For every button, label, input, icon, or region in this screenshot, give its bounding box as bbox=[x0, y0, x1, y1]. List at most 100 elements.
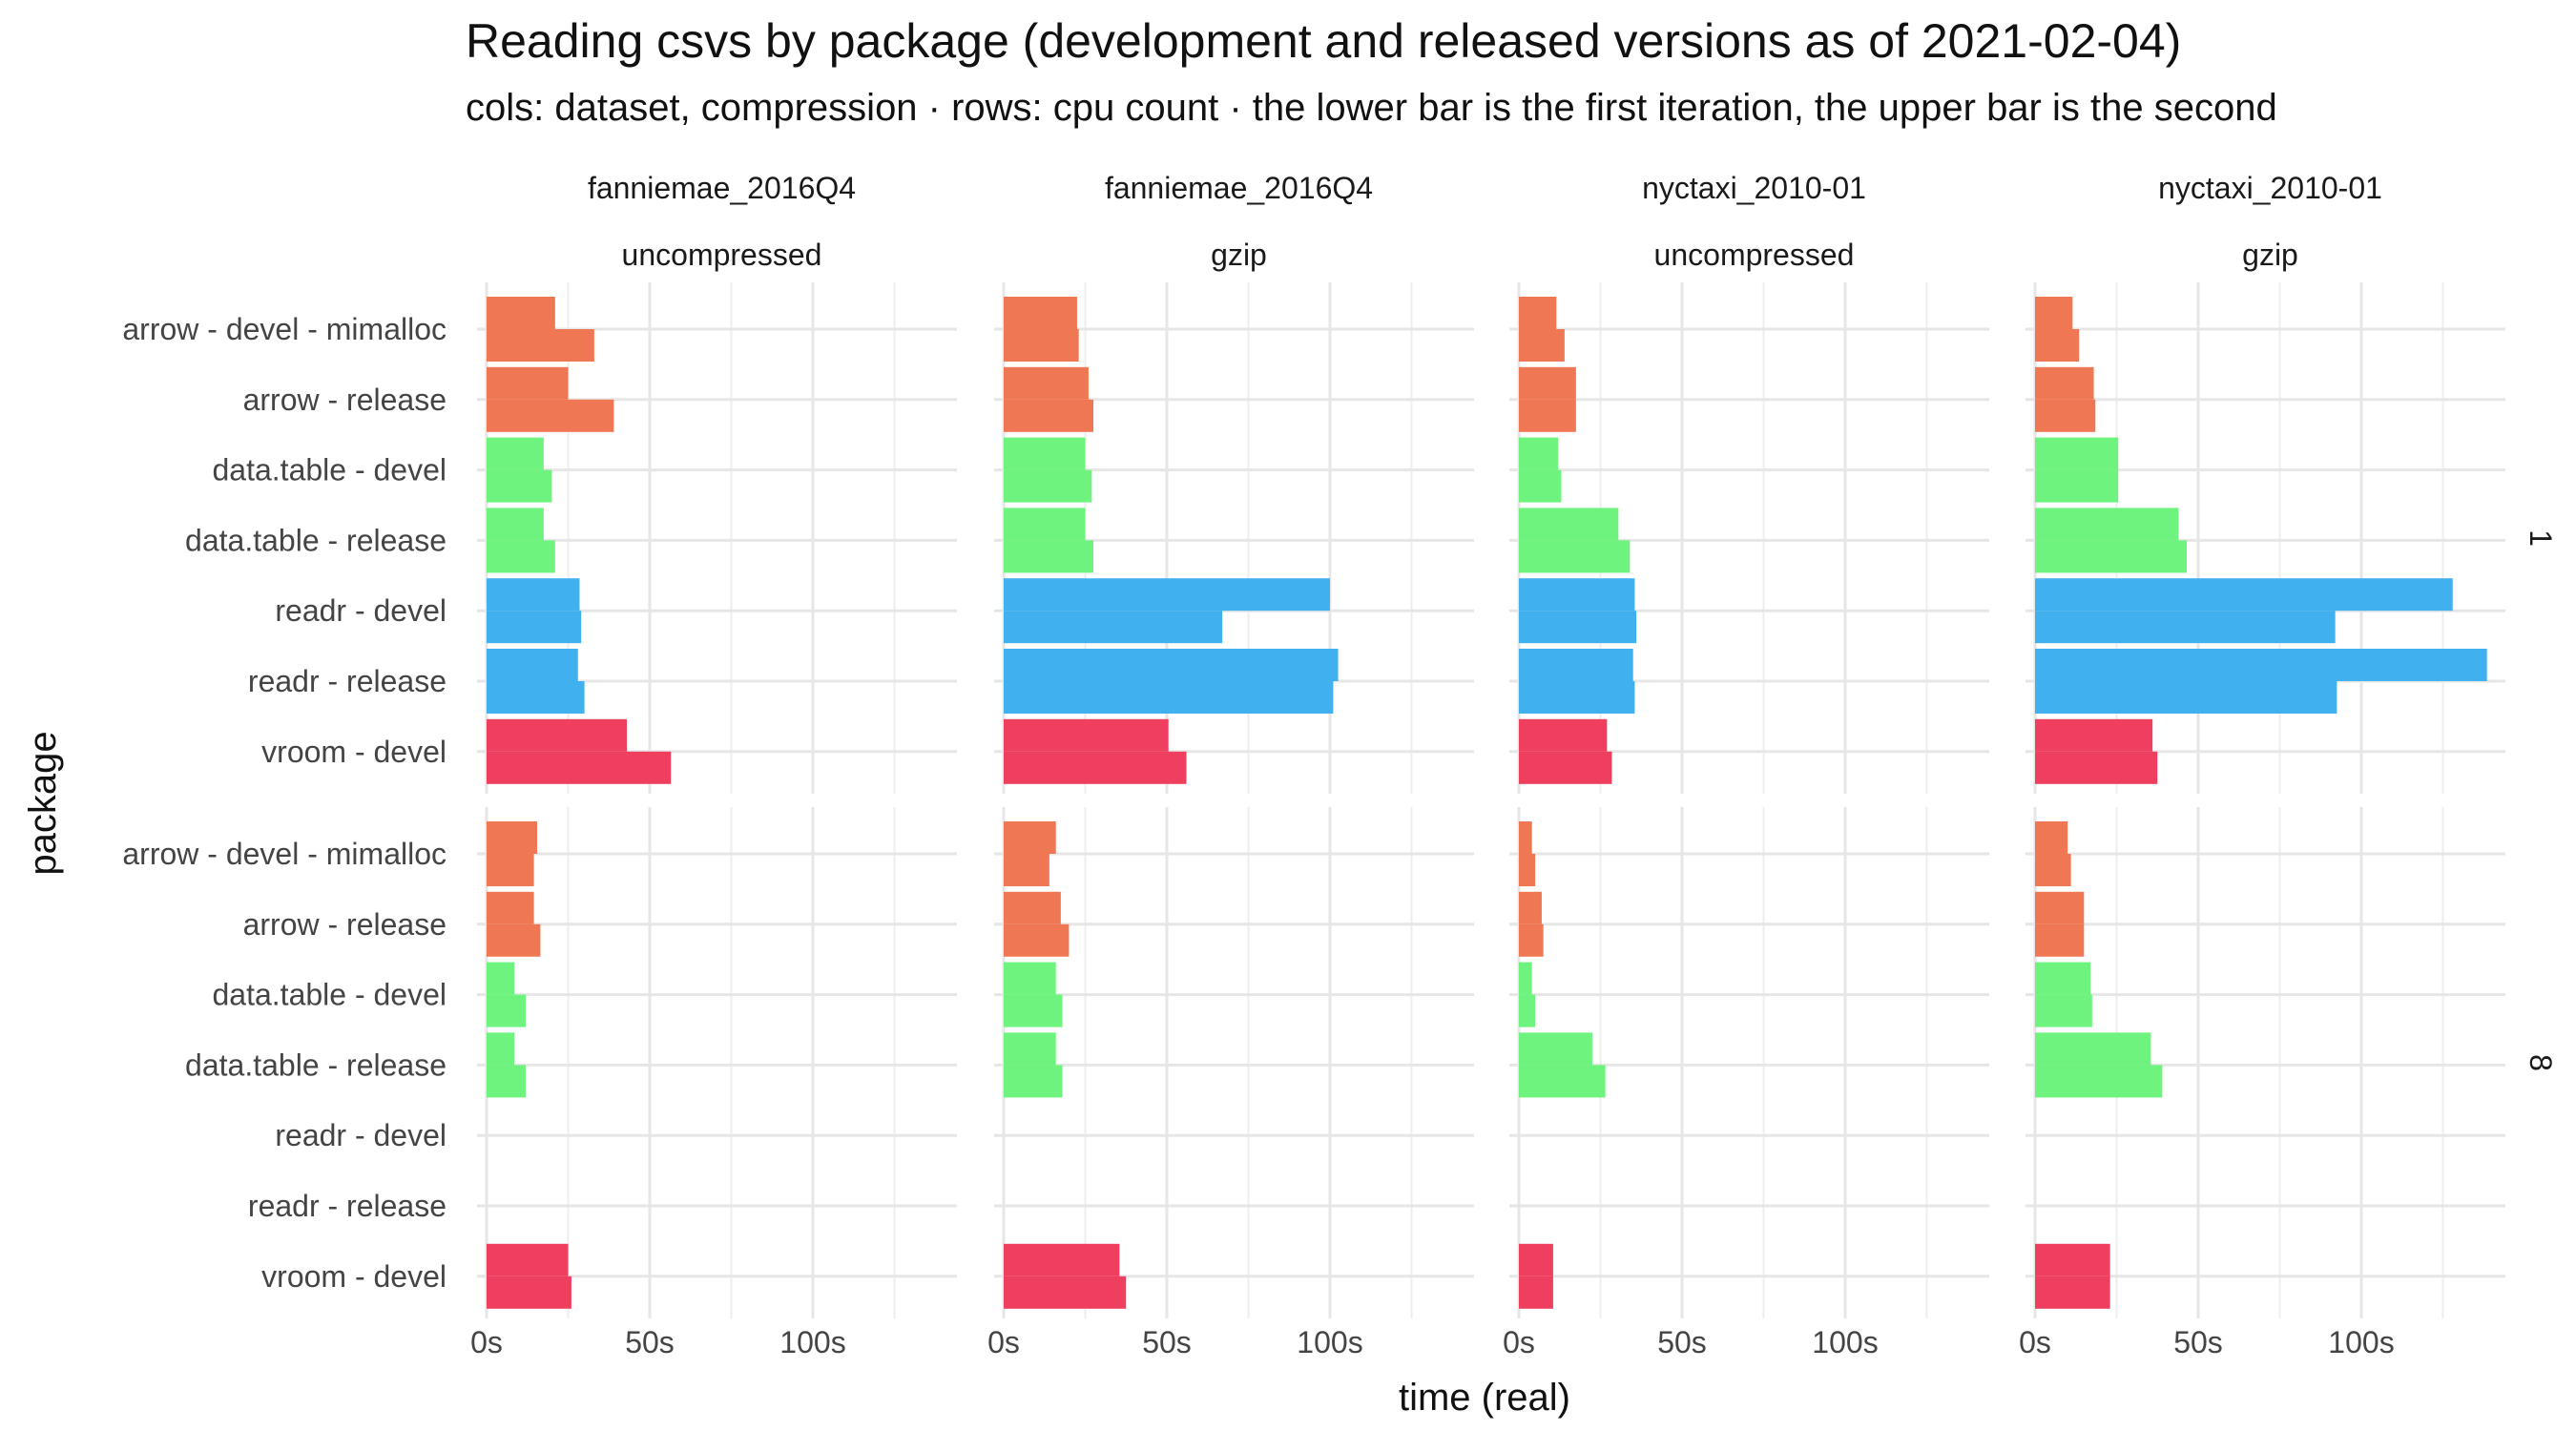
x-tick-label: 100s bbox=[1297, 1325, 1362, 1359]
y-tick-label: arrow - release bbox=[243, 907, 447, 942]
bar-first-iteration bbox=[2035, 611, 2336, 644]
bar-second-iteration bbox=[2035, 437, 2119, 470]
y-tick-label: arrow - devel - mimalloc bbox=[122, 837, 447, 871]
bar-first-iteration bbox=[1519, 681, 1635, 714]
bar-first-iteration bbox=[487, 399, 614, 432]
y-tick-label: data.table - devel bbox=[213, 978, 447, 1012]
bar-second-iteration bbox=[2035, 366, 2094, 400]
bar-first-iteration bbox=[1004, 854, 1049, 886]
strip-dataset-label: fanniemae_2016Q4 bbox=[588, 171, 856, 205]
bar-first-iteration bbox=[2035, 1065, 2163, 1098]
bar-first-iteration bbox=[2035, 540, 2188, 573]
strip-cpu-label: 8 bbox=[2524, 1054, 2558, 1071]
bar-first-iteration bbox=[1519, 1275, 1553, 1309]
bar-first-iteration bbox=[1519, 329, 1565, 362]
x-tick-label: 0s bbox=[1503, 1325, 1535, 1359]
bar-second-iteration bbox=[2035, 508, 2179, 541]
bar-first-iteration bbox=[487, 469, 552, 503]
bar-second-iteration bbox=[2035, 1243, 2110, 1276]
strip-compression-label: uncompressed bbox=[622, 238, 822, 272]
bar-first-iteration bbox=[487, 1065, 527, 1098]
bar-first-iteration bbox=[1519, 751, 1612, 784]
bar-second-iteration bbox=[487, 1243, 569, 1276]
bar-second-iteration bbox=[487, 366, 569, 400]
bar-first-iteration bbox=[2035, 681, 2337, 714]
y-tick-label: readr - devel bbox=[275, 1118, 447, 1152]
bar-second-iteration bbox=[2035, 297, 2073, 329]
bar-second-iteration bbox=[1004, 649, 1339, 681]
x-tick-label: 50s bbox=[1657, 1325, 1707, 1359]
bar-second-iteration bbox=[1519, 1032, 1592, 1066]
strip-cpu-label: 1 bbox=[2524, 529, 2558, 547]
bar-first-iteration bbox=[1519, 611, 1637, 644]
x-tick-label: 0s bbox=[470, 1325, 503, 1359]
bar-second-iteration bbox=[1519, 297, 1557, 329]
facet-panel bbox=[2025, 282, 2505, 794]
bar-first-iteration bbox=[2035, 751, 2158, 784]
bar-second-iteration bbox=[2035, 578, 2453, 612]
panels-layer: fanniemae_2016Q4 uncompressed fanniemae_20… bbox=[122, 171, 2558, 1359]
bar-second-iteration bbox=[1004, 821, 1056, 854]
facet-panel bbox=[994, 282, 1474, 794]
bar-first-iteration bbox=[1004, 469, 1092, 503]
y-axis-title: package bbox=[22, 731, 64, 875]
strip-compression-label: uncompressed bbox=[1654, 238, 1855, 272]
bar-second-iteration bbox=[487, 718, 628, 752]
facet-panel bbox=[477, 807, 957, 1318]
bar-first-iteration bbox=[1519, 540, 1631, 573]
x-tick-label: 100s bbox=[779, 1325, 845, 1359]
facet-panel bbox=[1509, 282, 1989, 794]
bar-second-iteration bbox=[1519, 366, 1576, 400]
bar-second-iteration bbox=[1004, 578, 1330, 612]
bar-first-iteration bbox=[1004, 329, 1079, 362]
bar-second-iteration bbox=[1519, 1243, 1553, 1276]
y-tick-label: readr - release bbox=[248, 664, 447, 698]
bar-first-iteration bbox=[487, 1275, 571, 1309]
bar-first-iteration bbox=[487, 540, 555, 573]
chart-title: Reading csvs by package (development and… bbox=[466, 14, 2181, 68]
bar-first-iteration bbox=[2035, 923, 2085, 957]
facet-panel bbox=[477, 282, 957, 794]
bar-first-iteration bbox=[1004, 1275, 1127, 1309]
bar-first-iteration bbox=[1519, 1065, 1606, 1098]
bar-second-iteration bbox=[1519, 649, 1633, 681]
bar-second-iteration bbox=[1004, 891, 1061, 924]
facet-panel bbox=[994, 807, 1474, 1318]
bar-second-iteration bbox=[487, 649, 578, 681]
bar-first-iteration bbox=[487, 329, 594, 362]
y-tick-label: readr - release bbox=[248, 1189, 447, 1223]
bar-second-iteration bbox=[1004, 366, 1089, 400]
bar-second-iteration bbox=[1004, 962, 1056, 995]
strip-dataset-label: nyctaxi_2010-01 bbox=[2158, 171, 2382, 205]
bar-second-iteration bbox=[2035, 718, 2153, 752]
bar-second-iteration bbox=[2035, 1032, 2151, 1066]
bar-second-iteration bbox=[487, 297, 555, 329]
bar-first-iteration bbox=[2035, 399, 2096, 432]
bar-second-iteration bbox=[487, 578, 580, 612]
bar-second-iteration bbox=[1519, 891, 1542, 924]
bar-second-iteration bbox=[1004, 297, 1077, 329]
chart-subtitle: cols: dataset, compression · rows: cpu c… bbox=[466, 87, 2277, 129]
bar-second-iteration bbox=[1519, 821, 1532, 854]
bar-second-iteration bbox=[1519, 718, 1608, 752]
y-tick-label: data.table - devel bbox=[213, 453, 447, 487]
bar-first-iteration bbox=[1519, 469, 1562, 503]
x-tick-label: 50s bbox=[2173, 1325, 2223, 1359]
x-tick-label: 50s bbox=[1142, 1325, 1192, 1359]
bar-first-iteration bbox=[487, 681, 585, 714]
bar-first-iteration bbox=[1519, 399, 1576, 432]
bar-first-iteration bbox=[1004, 751, 1187, 784]
y-tick-label: data.table - release bbox=[185, 1047, 447, 1082]
bar-second-iteration bbox=[2035, 891, 2085, 924]
bar-first-iteration bbox=[1004, 681, 1334, 714]
bar-second-iteration bbox=[1004, 718, 1169, 752]
y-tick-label: data.table - release bbox=[185, 523, 447, 557]
y-tick-label: readr - devel bbox=[275, 593, 447, 628]
y-tick-label: vroom - devel bbox=[261, 735, 447, 769]
bar-first-iteration bbox=[1004, 611, 1223, 644]
bar-second-iteration bbox=[487, 821, 538, 854]
bar-first-iteration bbox=[1004, 923, 1070, 957]
bar-first-iteration bbox=[487, 751, 672, 784]
bar-first-iteration bbox=[487, 923, 541, 957]
